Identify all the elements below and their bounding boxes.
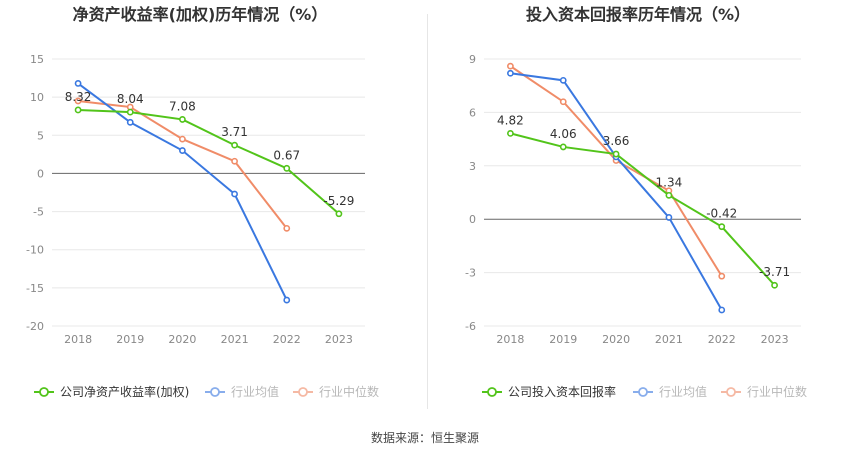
- data-point-avg[interactable]: [74, 80, 82, 87]
- data-label: 3.71: [221, 125, 248, 139]
- legend-swatch-marker: [726, 387, 736, 397]
- x-tick-label: 2019: [549, 333, 577, 346]
- y-tick-label: 0: [469, 213, 476, 226]
- legend-label: 公司投入资本回报率: [508, 384, 616, 399]
- y-tick-label: -3: [465, 267, 476, 280]
- legend-swatch-marker: [487, 387, 497, 397]
- y-tick-label: -6: [465, 320, 476, 333]
- data-point-company[interactable]: [507, 130, 514, 137]
- data-point-company[interactable]: [612, 150, 620, 158]
- data-label: 4.06: [550, 127, 577, 141]
- data-point-median[interactable]: [74, 97, 82, 105]
- y-tick-label: 9: [469, 53, 476, 66]
- x-tick-label: 2023: [761, 333, 789, 346]
- data-source-note: 数据来源：恒生聚源: [370, 431, 479, 445]
- data-point-avg[interactable]: [559, 76, 567, 84]
- data-point-avg[interactable]: [231, 190, 238, 198]
- x-tick-label: 2022: [273, 333, 301, 346]
- data-point-avg[interactable]: [179, 147, 186, 154]
- legend-item-company[interactable]: 公司净资产收益率(加权): [34, 384, 189, 399]
- series-line-company: [78, 108, 340, 215]
- series-line-avg: [77, 82, 288, 301]
- legend-item-company[interactable]: 公司投入资本回报率: [482, 384, 616, 399]
- legend-label: 公司净资产收益率(加权): [60, 384, 189, 399]
- x-tick-label: 2022: [708, 333, 736, 346]
- data-point-avg[interactable]: [283, 296, 291, 304]
- data-point-median[interactable]: [231, 157, 238, 165]
- data-point-company[interactable]: [718, 223, 726, 231]
- y-tick-label: 0: [37, 167, 44, 180]
- legend-item-avg[interactable]: 行业均值: [205, 384, 279, 399]
- legend-swatch-marker: [39, 387, 49, 397]
- x-tick-label: 2020: [168, 333, 196, 346]
- x-tick-label: 2021: [221, 333, 249, 346]
- data-label: 1.34: [656, 175, 683, 189]
- y-tick-label: 5: [37, 129, 44, 142]
- data-point-median[interactable]: [283, 224, 291, 232]
- data-label: 7.08: [169, 99, 196, 113]
- chart-2: 投入资本回报率历年情况（%） 9 6 3 0 -3 -6 2018 2019 2020 2021 20…: [465, 5, 807, 399]
- data-label: 8.04: [117, 92, 144, 106]
- x-tick-label: 2020: [602, 333, 630, 346]
- y-tick-label: 10: [30, 91, 44, 104]
- data-label: -5.29: [323, 194, 354, 208]
- data-point-company[interactable]: [231, 141, 238, 149]
- data-label: 4.82: [497, 113, 524, 127]
- y-tick-label: -10: [26, 244, 44, 257]
- data-point-median[interactable]: [179, 135, 186, 143]
- data-point-avg[interactable]: [665, 214, 673, 221]
- data-label: 8.32: [65, 90, 92, 104]
- x-tick-label: 2023: [325, 333, 353, 346]
- data-label: 0.67: [273, 148, 300, 162]
- data-point-company[interactable]: [665, 191, 673, 199]
- data-point-avg[interactable]: [718, 306, 726, 314]
- data-label: -0.42: [706, 207, 737, 221]
- y-tick-label: -20: [26, 320, 44, 333]
- legend-label: 行业中位数: [319, 384, 379, 399]
- series-line-median: [509, 65, 723, 277]
- data-label: 3.66: [603, 134, 630, 148]
- legend: 公司投入资本回报率 行业均值 行业中位数: [482, 384, 807, 399]
- y-tick-label: 15: [30, 53, 44, 66]
- y-tick-label: -5: [33, 206, 44, 219]
- data-point-company[interactable]: [335, 210, 343, 218]
- x-tick-label: 2019: [116, 333, 144, 346]
- data-point-company[interactable]: [283, 164, 291, 172]
- data-point-company[interactable]: [771, 281, 778, 289]
- data-point-company[interactable]: [126, 108, 134, 116]
- data-point-company[interactable]: [559, 143, 567, 151]
- data-point-company[interactable]: [179, 116, 186, 123]
- legend-swatch-marker: [298, 387, 308, 397]
- legend-item-avg[interactable]: 行业均值: [633, 384, 707, 399]
- legend-label: 行业均值: [231, 384, 279, 399]
- data-point-avg[interactable]: [507, 69, 514, 77]
- chart-divider: [427, 14, 428, 409]
- legend-item-median[interactable]: 行业中位数: [721, 384, 807, 399]
- chart-1: 净资产收益率(加权)历年情况（%） 15 10 5 0 -5 -10 -15 -20 2018 20…: [26, 5, 379, 399]
- data-point-company[interactable]: [74, 106, 82, 114]
- chart-title: 净资产收益率(加权)历年情况（%）: [73, 5, 328, 24]
- chart-title: 投入资本回报率历年情况（%）: [526, 5, 750, 24]
- data-point-median[interactable]: [559, 98, 567, 106]
- legend-swatch-marker: [638, 387, 648, 397]
- y-tick-label: -15: [26, 282, 44, 295]
- data-point-avg[interactable]: [126, 118, 134, 126]
- legend-label: 行业均值: [659, 384, 707, 399]
- legend-item-median[interactable]: 行业中位数: [293, 384, 379, 399]
- series-line-avg: [510, 72, 723, 311]
- x-tick-label: 2018: [64, 333, 92, 346]
- legend: 公司净资产收益率(加权) 行业均值 行业中位数: [34, 384, 379, 399]
- legend-label: 行业中位数: [747, 384, 807, 399]
- legend-swatch-marker: [210, 387, 220, 397]
- data-point-median[interactable]: [718, 272, 726, 280]
- y-tick-label: 6: [469, 106, 476, 119]
- data-label: -3.71: [759, 265, 790, 279]
- x-tick-label: 2021: [655, 333, 683, 346]
- series-line-company: [510, 132, 776, 286]
- x-tick-label: 2018: [496, 333, 524, 346]
- data-point-median[interactable]: [507, 62, 514, 70]
- y-tick-label: 3: [469, 160, 476, 173]
